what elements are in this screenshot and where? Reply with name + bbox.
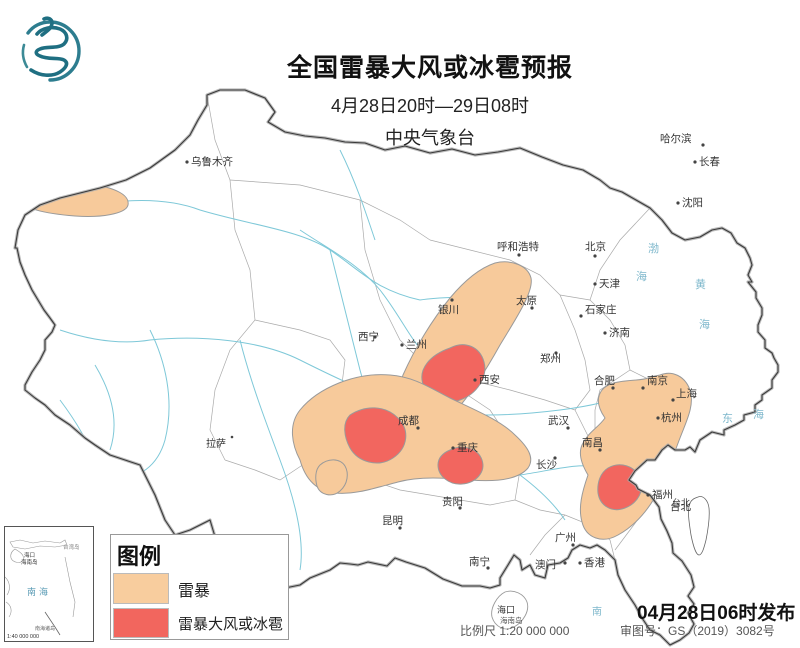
svg-text:贵阳: 贵阳: [442, 495, 463, 508]
svg-text:南昌: 南昌: [582, 436, 603, 449]
svg-text:海: 海: [753, 407, 764, 421]
svg-text:海: 海: [636, 269, 647, 283]
svg-text:济南: 济南: [609, 326, 630, 339]
svg-text:海: 海: [699, 317, 710, 331]
svg-text:福州: 福州: [652, 488, 673, 501]
svg-text:海南岛: 海南岛: [21, 558, 38, 566]
svg-text:天津: 天津: [599, 278, 620, 290]
svg-text:成都: 成都: [398, 415, 419, 427]
svg-text:郑州: 郑州: [540, 352, 561, 365]
svg-text:重庆: 重庆: [457, 441, 478, 454]
svg-text:香港: 香港: [584, 557, 605, 569]
svg-text:长春: 长春: [699, 156, 720, 168]
svg-text:杭州: 杭州: [661, 411, 682, 424]
svg-text:南京: 南京: [647, 374, 668, 387]
svg-text:银川: 银川: [438, 303, 459, 316]
svg-text:呼和浩特: 呼和浩特: [497, 241, 539, 253]
svg-text:海口: 海口: [24, 551, 35, 559]
svg-text:澳门: 澳门: [535, 558, 556, 571]
svg-text:西安: 西安: [479, 373, 500, 386]
svg-text:上海: 上海: [676, 387, 697, 400]
svg-text:海口: 海口: [497, 604, 515, 615]
svg-text:武汉: 武汉: [548, 414, 569, 427]
svg-text:东: 东: [722, 412, 733, 425]
svg-text:合肥: 合肥: [594, 374, 615, 387]
svg-text:乌鲁木齐: 乌鲁木齐: [191, 155, 233, 168]
svg-text:黄: 黄: [695, 277, 706, 291]
svg-text:长沙: 长沙: [536, 459, 557, 471]
svg-text:南海: 南海: [27, 586, 51, 597]
svg-text:石家庄: 石家庄: [585, 303, 617, 316]
svg-text:广州: 广州: [555, 532, 576, 544]
svg-text:渤: 渤: [648, 242, 659, 255]
svg-text:西宁: 西宁: [358, 330, 379, 343]
svg-text:南: 南: [592, 605, 602, 618]
svg-text:南宁: 南宁: [469, 555, 490, 568]
svg-text:太原: 太原: [516, 294, 537, 307]
svg-text:拉萨: 拉萨: [206, 437, 226, 450]
svg-text:昆明: 昆明: [382, 515, 403, 527]
svg-text:台湾岛: 台湾岛: [63, 543, 80, 551]
svg-text:1:40 000 000: 1:40 000 000: [7, 634, 39, 640]
svg-text:南海诸岛: 南海诸岛: [35, 625, 55, 632]
svg-text:沈阳: 沈阳: [682, 196, 703, 209]
svg-text:台北: 台北: [670, 500, 691, 513]
svg-text:兰州: 兰州: [406, 338, 427, 351]
svg-text:北京: 北京: [585, 240, 606, 253]
